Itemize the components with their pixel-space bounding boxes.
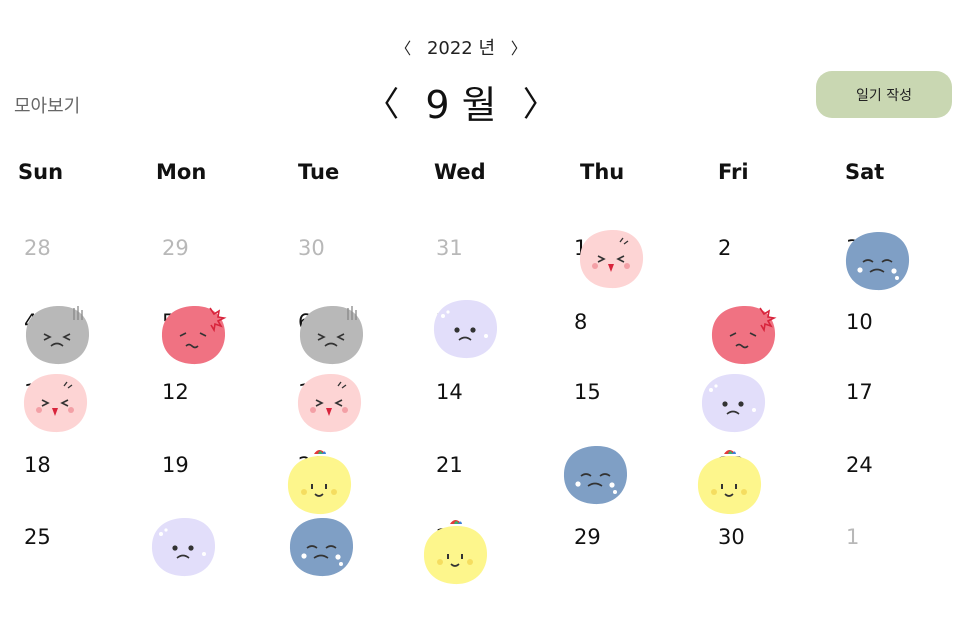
next-year-button[interactable]: 〉 bbox=[510, 39, 527, 58]
calendar-day[interactable]: 10 bbox=[846, 310, 873, 334]
calendar-day[interactable]: 30 bbox=[298, 236, 325, 260]
blushing-face-icon[interactable] bbox=[576, 226, 646, 292]
calendar-day[interactable]: 19 bbox=[162, 453, 189, 477]
calendar-day[interactable]: 2 bbox=[718, 236, 732, 260]
annoyed-face-icon[interactable] bbox=[22, 302, 92, 368]
happy-face-icon[interactable] bbox=[284, 450, 354, 518]
prev-year-button[interactable]: 〈 bbox=[395, 39, 412, 58]
calendar-day[interactable]: 21 bbox=[436, 453, 463, 477]
calendar-day[interactable]: 29 bbox=[162, 236, 189, 260]
angry-face-icon[interactable] bbox=[708, 302, 778, 368]
calendar-day[interactable]: 29 bbox=[574, 525, 601, 549]
weekday-wed: Wed bbox=[434, 160, 486, 184]
annoyed-face-icon[interactable] bbox=[296, 302, 366, 368]
weekday-sun: Sun bbox=[18, 160, 64, 184]
angry-face-icon[interactable] bbox=[158, 302, 228, 368]
happy-face-icon[interactable] bbox=[420, 520, 490, 588]
crying-face-icon[interactable] bbox=[560, 442, 630, 508]
happy-face-icon[interactable] bbox=[694, 450, 764, 518]
blushing-face-icon[interactable] bbox=[294, 370, 364, 436]
blushing-face-icon[interactable] bbox=[20, 370, 90, 436]
month-navigation: 〈 9 월 〉 bbox=[0, 74, 922, 129]
prev-month-button[interactable]: 〈 bbox=[365, 85, 400, 125]
crying-face-icon[interactable] bbox=[842, 228, 912, 294]
next-month-button[interactable]: 〉 bbox=[522, 85, 557, 125]
calendar-day[interactable]: 25 bbox=[24, 525, 51, 549]
year-label: 2022 년 bbox=[426, 38, 496, 59]
calendar-day[interactable]: 18 bbox=[24, 453, 51, 477]
calendar-day[interactable]: 8 bbox=[574, 310, 588, 334]
worried-face-icon[interactable] bbox=[430, 296, 500, 362]
crying-face-icon[interactable] bbox=[286, 514, 356, 580]
calendar-day[interactable]: 24 bbox=[846, 453, 873, 477]
calendar-day[interactable]: 28 bbox=[24, 236, 51, 260]
weekday-fri: Fri bbox=[718, 160, 749, 184]
month-label: 9 월 bbox=[425, 83, 497, 127]
calendar-day[interactable]: 15 bbox=[574, 380, 601, 404]
year-navigation: 〈 2022 년 〉 bbox=[0, 34, 922, 60]
weekday-tue: Tue bbox=[298, 160, 340, 184]
calendar-day[interactable]: 17 bbox=[846, 380, 873, 404]
write-diary-button[interactable]: 일기 작성 bbox=[816, 71, 952, 118]
calendar-day[interactable]: 1 bbox=[846, 525, 860, 549]
weekday-mon: Mon bbox=[156, 160, 207, 184]
weekday-thu: Thu bbox=[580, 160, 625, 184]
calendar-day[interactable]: 14 bbox=[436, 380, 463, 404]
calendar-day[interactable]: 12 bbox=[162, 380, 189, 404]
weekday-sat: Sat bbox=[845, 160, 885, 184]
view-all-link[interactable]: 모아보기 bbox=[14, 96, 81, 117]
calendar-day[interactable]: 30 bbox=[718, 525, 745, 549]
worried-face-icon[interactable] bbox=[148, 514, 218, 580]
worried-face-icon[interactable] bbox=[698, 370, 768, 436]
calendar-day[interactable]: 31 bbox=[436, 236, 463, 260]
